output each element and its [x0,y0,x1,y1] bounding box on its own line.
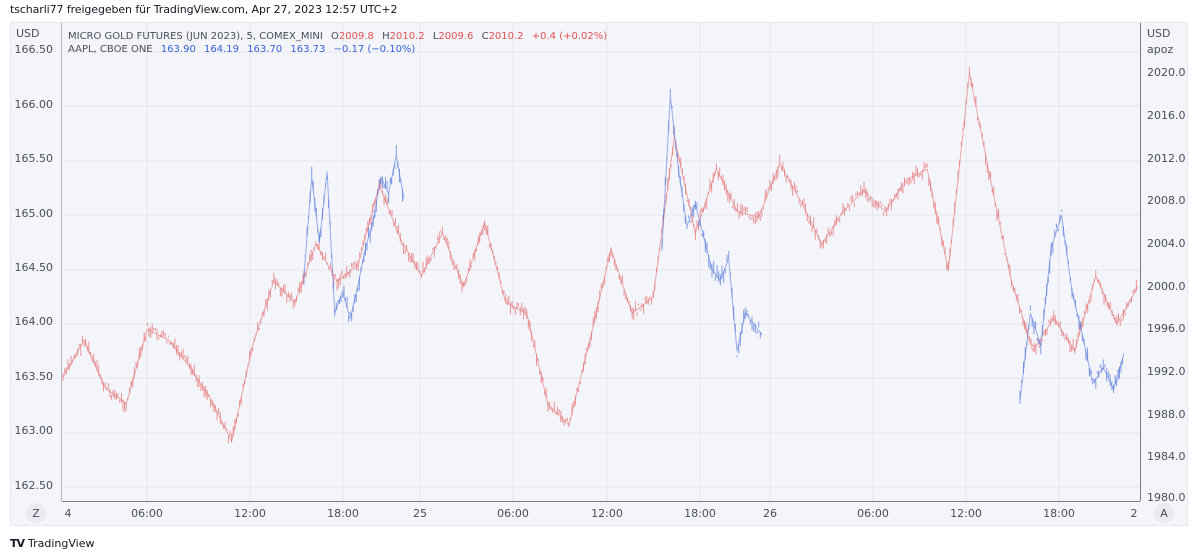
left-axis-tick: 166.50 [14,43,54,56]
legend-gold-change: +0.4 (+0.02%) [531,31,608,42]
legend-aapl-change: −0.17 (−0.10%) [333,44,416,55]
right-axis-tick: 2020.0 [1147,66,1186,79]
right-axis-tick: 1984.0 [1147,450,1186,463]
time-axis-tick: 12:00 [591,507,623,520]
tradingview-brand[interactable]: TV TradingView [10,537,95,550]
left-axis-tick: 162.50 [14,479,54,492]
right-axis-tick: 2008.0 [1147,194,1186,207]
right-axis-tick: 2016.0 [1147,109,1186,122]
right-axis-tick: 1988.0 [1147,408,1186,421]
right-axis-unit-secondary: apoz [1147,43,1174,56]
left-axis-tick: 165.00 [14,207,54,220]
legend-gold-close: 2010.2 [488,31,524,42]
legend-gold-open: 2009.8 [338,31,374,42]
time-axis-tick: 25 [413,507,427,520]
share-attribution: tscharli77 freigegeben für TradingView.c… [10,3,398,16]
zoom-toggle-button[interactable]: Z [26,503,46,523]
left-axis-unit: USD [16,27,40,40]
legend-aapl-high: 164.19 [204,44,239,55]
legend-gold[interactable]: MICRO GOLD FUTURES (JUN 2023), 5, COMEX_… [68,31,608,42]
time-axis-tick: 18:00 [684,507,716,520]
left-axis-tick: 164.50 [14,261,54,274]
legend-gold-high: 2010.2 [389,31,425,42]
left-axis-tick: 166.00 [14,98,54,111]
right-axis-tick: 1980.0 [1147,491,1186,504]
time-axis-tick: 26 [763,507,777,520]
left-axis-tick: 163.00 [14,424,54,437]
legend-aapl-name: AAPL, CBOE ONE [68,44,153,55]
price-chart-svg [62,23,1140,501]
time-axis-tick: 12:00 [234,507,266,520]
right-price-axis[interactable]: USD apoz 2020.0 2016.0 2012.0 2008.0 200… [1140,23,1188,504]
legend-aapl[interactable]: AAPL, CBOE ONE 163.90 164.19 163.70 163.… [68,43,607,56]
legend-aapl-low: 163.70 [247,44,283,55]
time-axis-tick: 06:00 [497,507,529,520]
legend-aapl-open: 163.90 [160,44,196,55]
time-axis-tick: 12:00 [950,507,982,520]
chart-legend: MICRO GOLD FUTURES (JUN 2023), 5, COMEX_… [68,30,607,56]
time-axis-tick: 2 [1130,507,1138,520]
left-axis-tick: 163.50 [14,370,54,383]
right-axis-unit: USD [1147,27,1171,40]
right-axis-tick: 2004.0 [1147,237,1186,250]
time-axis-tick: 06:00 [131,507,163,520]
legend-aapl-close: 163.73 [290,44,326,55]
right-axis-tick: 1996.0 [1147,322,1186,335]
auto-scale-button[interactable]: A [1154,503,1174,523]
time-axis-tick: 18:00 [1043,507,1075,520]
left-price-axis[interactable]: USD 166.50 166.00 165.50 165.00 164.50 1… [10,23,62,501]
time-axis[interactable]: 4 06:00 12:00 18:00 25 06:00 12:00 18:00… [62,501,1140,525]
left-axis-tick: 164.00 [14,315,54,328]
tradingview-name: TradingView [28,537,95,550]
right-axis-tick: 1992.0 [1147,365,1186,378]
time-axis-tick: 06:00 [857,507,889,520]
left-axis-tick: 165.50 [14,152,54,165]
right-axis-tick: 2012.0 [1147,152,1186,165]
legend-gold-name: MICRO GOLD FUTURES (JUN 2023), 5, COMEX_… [68,31,323,42]
right-axis-tick: 2000.0 [1147,280,1186,293]
time-axis-tick: 4 [64,507,72,520]
chart-plot-area[interactable] [62,23,1140,501]
time-axis-tick: 18:00 [327,507,359,520]
tradingview-logo-icon: TV [10,537,25,550]
legend-gold-low: 2009.6 [438,31,474,42]
